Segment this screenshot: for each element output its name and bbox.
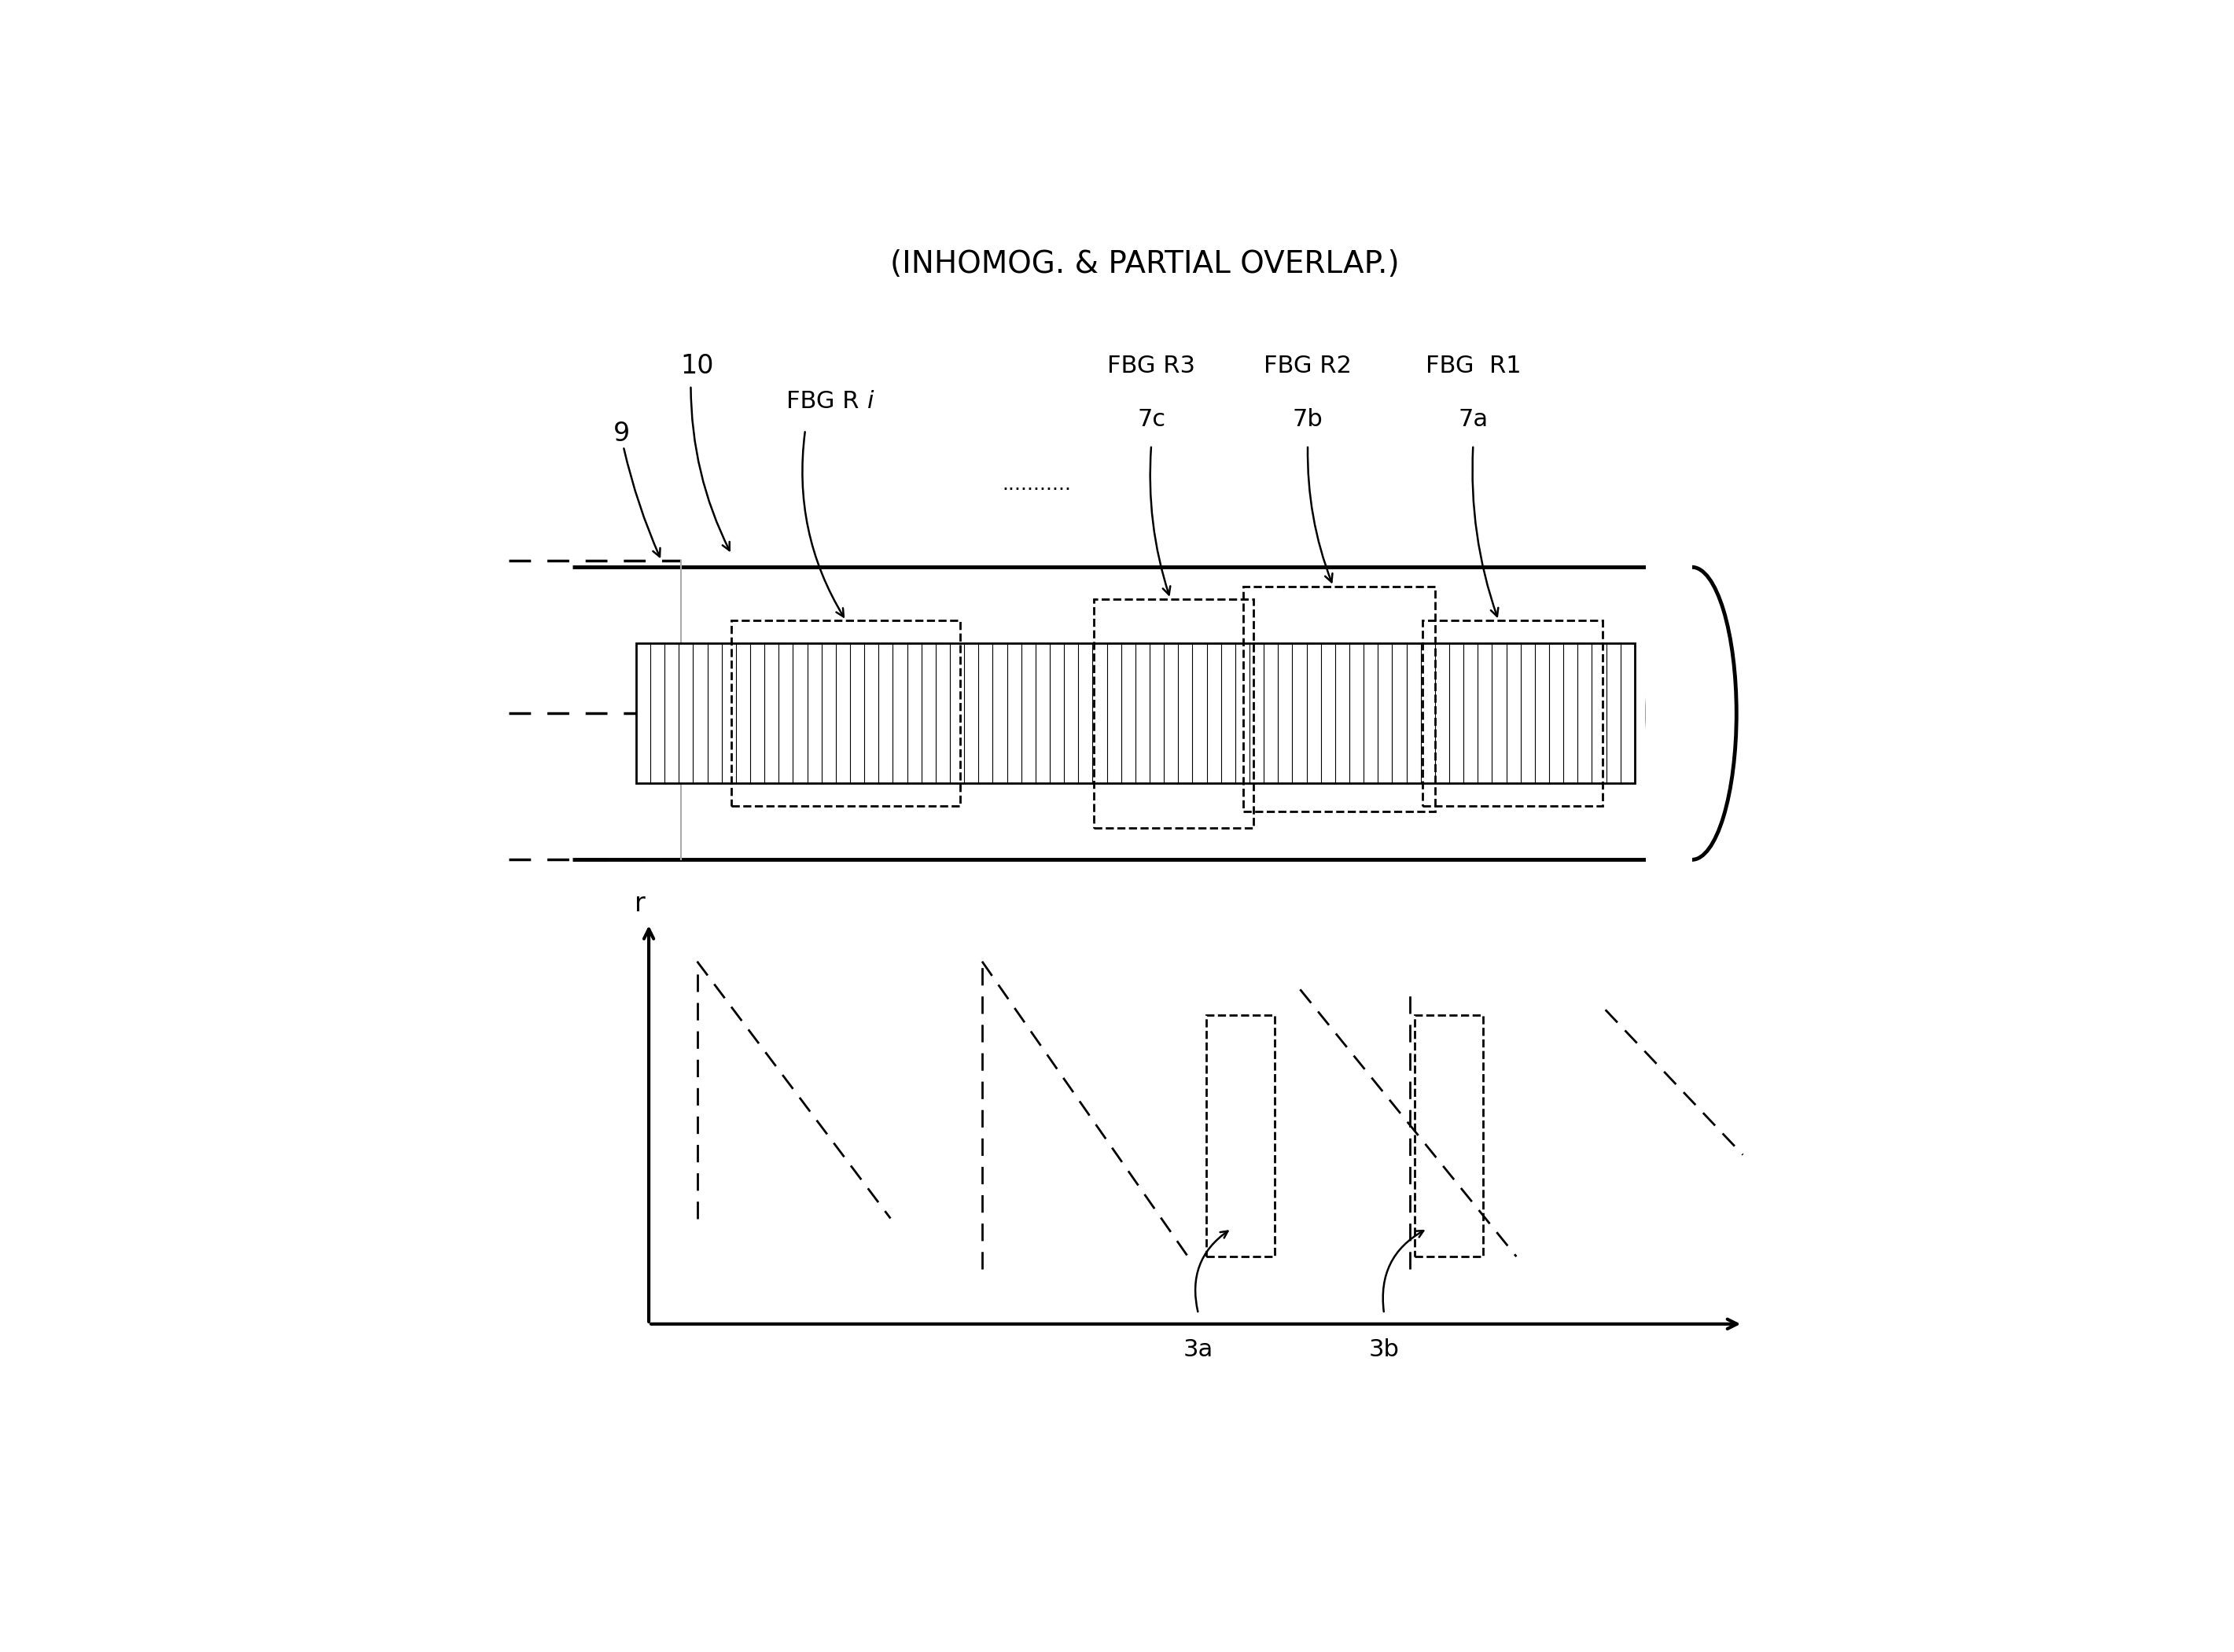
- Bar: [1206, 1014, 1276, 1257]
- Bar: [1414, 1014, 1483, 1257]
- Text: r: r: [634, 890, 646, 917]
- Text: $i$: $i$: [867, 390, 873, 413]
- Text: FBG R2: FBG R2: [1264, 355, 1352, 378]
- Bar: [1095, 600, 1253, 828]
- Bar: [637, 643, 1635, 783]
- Text: 7c: 7c: [1137, 408, 1166, 431]
- Text: 9: 9: [612, 421, 630, 446]
- Bar: [1242, 586, 1434, 811]
- Text: 3a: 3a: [1184, 1338, 1213, 1361]
- Bar: [731, 621, 961, 806]
- Text: FBG R3: FBG R3: [1108, 355, 1195, 378]
- Bar: [1423, 621, 1602, 806]
- Text: 10: 10: [681, 354, 715, 378]
- Bar: [1646, 560, 1691, 866]
- Text: FBG  R1: FBG R1: [1425, 355, 1521, 378]
- Text: 3b: 3b: [1369, 1338, 1398, 1361]
- Text: 7a: 7a: [1459, 408, 1488, 431]
- Text: 7b: 7b: [1293, 408, 1323, 431]
- Text: ...........: ...........: [1003, 476, 1072, 494]
- Text: (INHOMOG. & PARTIAL OVERLAP.): (INHOMOG. & PARTIAL OVERLAP.): [891, 249, 1398, 279]
- Text: FBG R: FBG R: [786, 390, 858, 413]
